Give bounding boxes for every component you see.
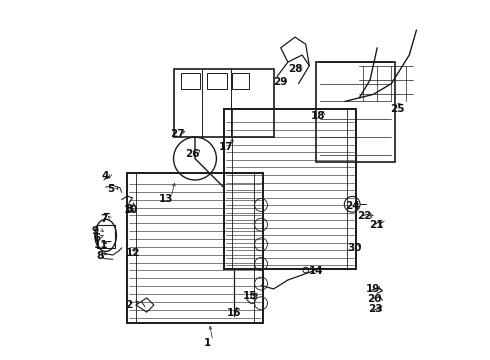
- Text: 6: 6: [93, 233, 100, 243]
- Text: 26: 26: [185, 149, 199, 159]
- Text: 18: 18: [311, 111, 325, 121]
- Text: 21: 21: [369, 220, 384, 230]
- Text: 9: 9: [92, 226, 98, 236]
- Text: 24: 24: [345, 201, 360, 211]
- Text: 15: 15: [243, 291, 257, 301]
- Text: 19: 19: [366, 284, 380, 294]
- Text: 14: 14: [309, 266, 324, 276]
- Bar: [173, 69, 273, 137]
- Text: 13: 13: [158, 194, 173, 204]
- Text: 5: 5: [107, 184, 115, 194]
- Text: 11: 11: [94, 240, 108, 250]
- Text: 25: 25: [390, 104, 404, 113]
- Bar: [232, 73, 248, 89]
- Text: 23: 23: [368, 304, 383, 314]
- Bar: [181, 73, 200, 89]
- Bar: [127, 173, 263, 323]
- Bar: [317, 62, 395, 162]
- Text: 7: 7: [100, 213, 107, 224]
- Text: 4: 4: [101, 171, 109, 181]
- Text: 8: 8: [96, 251, 103, 261]
- Text: 3: 3: [125, 204, 132, 214]
- Bar: [207, 73, 227, 89]
- Bar: [97, 225, 115, 248]
- Text: 16: 16: [226, 308, 241, 318]
- Text: 22: 22: [357, 211, 372, 221]
- Text: 10: 10: [124, 205, 139, 215]
- Text: 29: 29: [273, 77, 287, 87]
- Text: 1: 1: [204, 338, 211, 347]
- Text: 12: 12: [126, 248, 141, 257]
- Text: 20: 20: [367, 294, 382, 303]
- Text: 27: 27: [170, 129, 184, 139]
- Text: 28: 28: [289, 64, 303, 73]
- Text: 30: 30: [347, 243, 362, 253]
- Text: 17: 17: [219, 142, 234, 152]
- Text: 2: 2: [125, 300, 132, 310]
- Bar: [223, 109, 356, 269]
